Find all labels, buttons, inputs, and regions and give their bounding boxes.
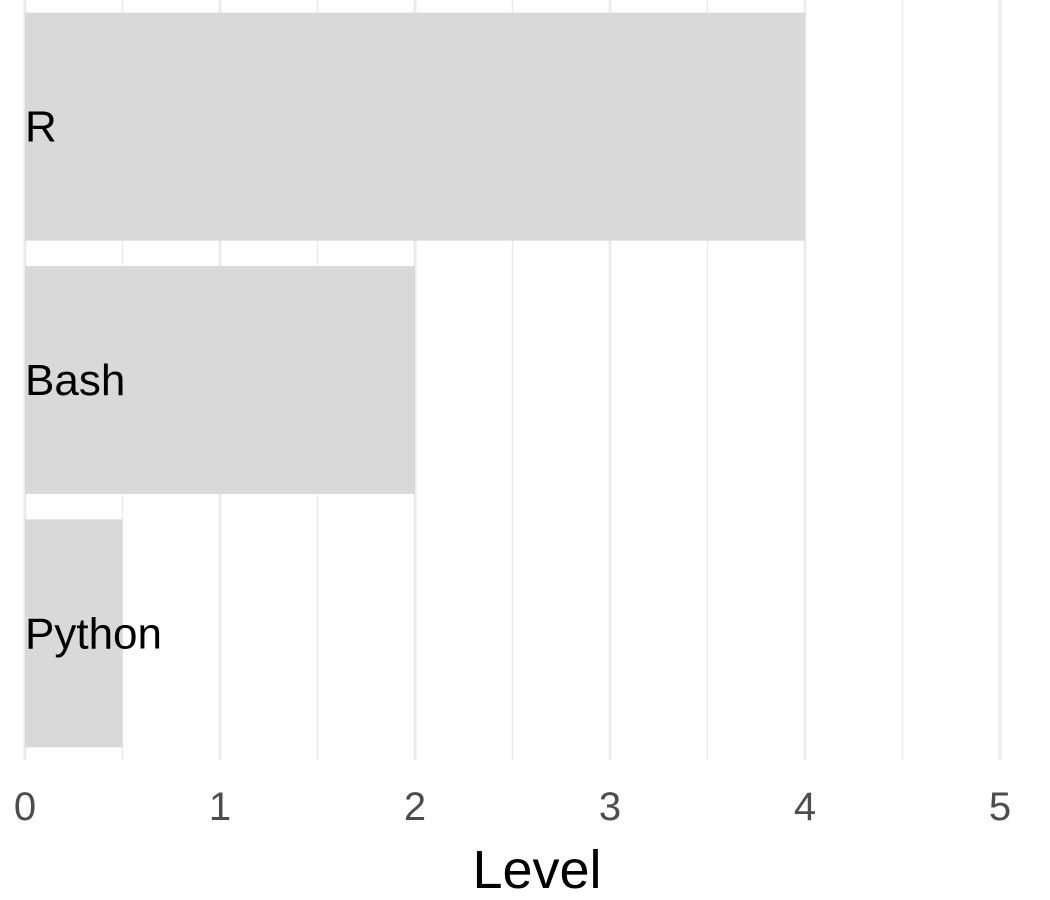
bar-r	[25, 12, 805, 241]
x-tick-label: 3	[599, 785, 621, 829]
x-tick-label: 0	[14, 785, 36, 829]
bar-bash	[25, 266, 415, 494]
category-label-bash: Bash	[25, 356, 125, 405]
x-axis-title: Level	[472, 840, 601, 900]
bar-python	[25, 519, 123, 748]
x-tick-label: 2	[404, 785, 426, 829]
category-label-r: R	[25, 103, 57, 152]
x-axis-ticks: 0 1 2 3 4 5	[14, 785, 1011, 829]
x-tick-label: 4	[794, 785, 816, 829]
x-tick-label: 1	[209, 785, 231, 829]
bars	[25, 12, 805, 748]
category-label-python: Python	[25, 609, 162, 658]
x-tick-label: 5	[989, 785, 1011, 829]
category-labels: R Bash Python	[25, 103, 162, 659]
